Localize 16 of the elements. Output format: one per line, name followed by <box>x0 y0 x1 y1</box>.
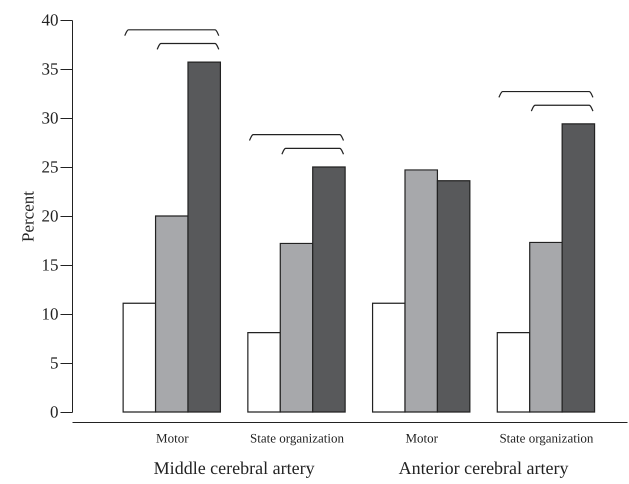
y-tick-label: 35 <box>42 60 58 78</box>
text: Middle cerebral artery <box>154 458 315 478</box>
y-tick-label: 20 <box>42 206 58 226</box>
y-axis-title: Percent <box>18 190 38 242</box>
x-tick-label: Motor <box>156 430 190 446</box>
y-tick-label: 30 <box>42 108 58 128</box>
x-tick-label: Motor <box>405 430 439 446</box>
x-tick-label: State organization <box>250 430 344 446</box>
text: Anterior cerebral artery <box>398 458 569 478</box>
y-tick-label: 15 <box>42 256 58 274</box>
y-tick-label: 40 <box>42 10 58 30</box>
x-tick-label: State organization <box>499 430 594 446</box>
y-tick-label: 25 <box>42 158 58 176</box>
y-tick-label: 10 <box>42 304 58 324</box>
y-tick-label: 0 <box>50 402 58 422</box>
y-tick-label: 5 <box>50 354 58 372</box>
